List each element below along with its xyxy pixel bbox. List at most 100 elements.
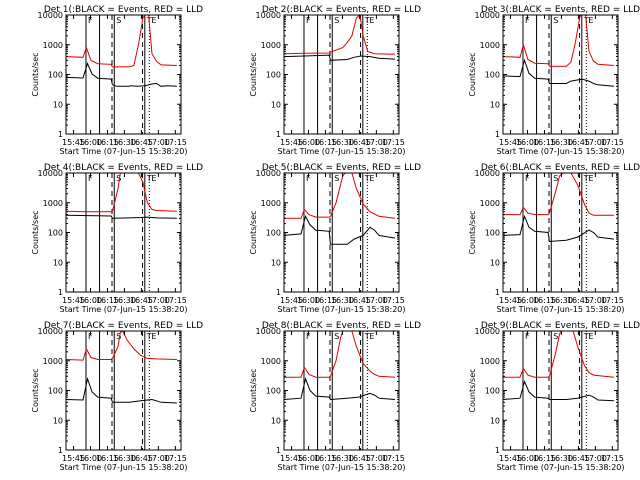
marker-label: F	[525, 16, 530, 25]
x-tick-label: 16:45	[348, 138, 371, 147]
x-tick-label: 16:45	[348, 454, 371, 463]
panel-title: Det 9(:BLACK = Events, RED = LLD	[481, 321, 640, 331]
series-events-line	[66, 214, 177, 219]
series-lld-line	[284, 331, 395, 378]
series-events-line	[284, 54, 395, 61]
y-tick-label: 1000	[43, 41, 63, 50]
y-tick-label: 1000	[480, 357, 500, 366]
x-tick-label: 17:15	[164, 454, 187, 463]
marker-label: F	[306, 332, 311, 341]
y-tick-label: 100	[485, 387, 500, 396]
y-tick-label: 10	[271, 416, 281, 425]
y-tick-label: 10	[490, 100, 500, 109]
x-tick-label: 17:00	[584, 138, 607, 147]
x-axis-title: Start Time (07-Jun-15 15:38:20)	[60, 147, 188, 156]
y-tick-label: 10000	[475, 169, 500, 178]
y-axis-title: Counts/sec	[468, 52, 477, 96]
x-tick-label: 17:15	[601, 138, 624, 147]
x-tick-label: 16:15	[533, 138, 556, 147]
x-axis-title: Start Time (07-Jun-15 15:38:20)	[497, 147, 625, 156]
panel-title: Det 6(:BLACK = Events, RED = LLD	[481, 163, 640, 173]
panel-title: Det 4(:BLACK = Events, RED = LLD	[44, 163, 203, 173]
y-tick-label: 1	[495, 446, 500, 455]
marker-label: F	[88, 174, 93, 183]
marker-label: S	[116, 332, 121, 341]
series-lld-line	[284, 15, 395, 55]
x-tick-label: 16:45	[567, 296, 590, 305]
x-tick-label: 16:15	[533, 454, 556, 463]
y-tick-label: 10	[271, 100, 281, 109]
x-tick-label: 16:15	[96, 454, 119, 463]
x-tick-label: 17:00	[584, 454, 607, 463]
x-axis-title: Start Time (07-Jun-15 15:38:20)	[60, 305, 188, 314]
x-tick-label: 17:00	[365, 296, 388, 305]
x-tick-label: 15:45	[62, 138, 85, 147]
marker-label: E	[588, 332, 593, 341]
marker-label: S	[334, 332, 339, 341]
series-events-line	[503, 379, 614, 402]
x-tick-label: 17:15	[382, 454, 405, 463]
x-tick-label: 17:00	[147, 454, 170, 463]
plot-frame	[283, 14, 400, 135]
x-tick-label: 16:00	[516, 454, 539, 463]
y-tick-label: 100	[266, 229, 281, 238]
marker-label: E	[588, 16, 593, 25]
marker-label: E	[369, 16, 374, 25]
y-axis-title: Counts/sec	[249, 210, 258, 254]
y-tick-label: 1000	[261, 199, 281, 208]
x-tick-label: 16:15	[314, 296, 337, 305]
x-tick-label: 17:15	[164, 296, 187, 305]
panel-title: Det 8(:BLACK = Events, RED = LLD	[262, 321, 421, 331]
panel-title: Det 7(:BLACK = Events, RED = LLD	[44, 321, 203, 331]
y-tick-label: 1000	[261, 41, 281, 50]
y-tick-label: 10	[53, 416, 63, 425]
x-tick-label: 16:30	[113, 296, 136, 305]
y-tick-label: 100	[48, 229, 63, 238]
marker-label: S	[553, 16, 558, 25]
y-tick-label: 10000	[38, 11, 63, 20]
series-lld-line	[66, 173, 177, 213]
y-tick-label: 1000	[261, 357, 281, 366]
marker-label: S	[553, 174, 558, 183]
y-tick-label: 100	[48, 71, 63, 80]
marker-label: T	[583, 332, 589, 341]
x-tick-label: 16:00	[79, 138, 102, 147]
series-lld-line	[66, 15, 177, 68]
y-tick-label: 10000	[38, 169, 63, 178]
y-tick-label: 10	[490, 258, 500, 267]
y-axis-title: Counts/sec	[249, 368, 258, 412]
y-axis-title: Counts/sec	[468, 368, 477, 412]
series-events-line	[66, 376, 177, 404]
marker-label: E	[369, 174, 374, 183]
x-tick-label: 15:45	[280, 454, 303, 463]
y-axis-title: Counts/sec	[31, 368, 40, 412]
y-tick-label: 10	[271, 258, 281, 267]
x-axis-title: Start Time (07-Jun-15 15:38:20)	[278, 305, 406, 314]
y-tick-label: 10000	[256, 327, 281, 336]
x-tick-label: 16:45	[130, 454, 153, 463]
y-tick-label: 10	[490, 416, 500, 425]
x-tick-label: 17:15	[601, 454, 624, 463]
marker-label: T	[146, 332, 152, 341]
y-tick-label: 1	[495, 130, 500, 139]
x-tick-label: 15:45	[499, 454, 522, 463]
marker-label: T	[364, 174, 370, 183]
plot-frame	[283, 330, 400, 451]
x-tick-label: 16:30	[331, 454, 354, 463]
x-axis-title: Start Time (07-Jun-15 15:38:20)	[60, 463, 188, 472]
plot-frame	[65, 172, 182, 293]
x-tick-label: 16:00	[79, 296, 102, 305]
x-tick-label: 17:00	[147, 138, 170, 147]
marker-label: E	[151, 174, 156, 183]
series-lld-line	[284, 173, 395, 219]
y-tick-label: 1000	[480, 199, 500, 208]
y-axis-title: Counts/sec	[31, 52, 40, 96]
marker-label: T	[583, 174, 589, 183]
marker-label: F	[88, 332, 93, 341]
